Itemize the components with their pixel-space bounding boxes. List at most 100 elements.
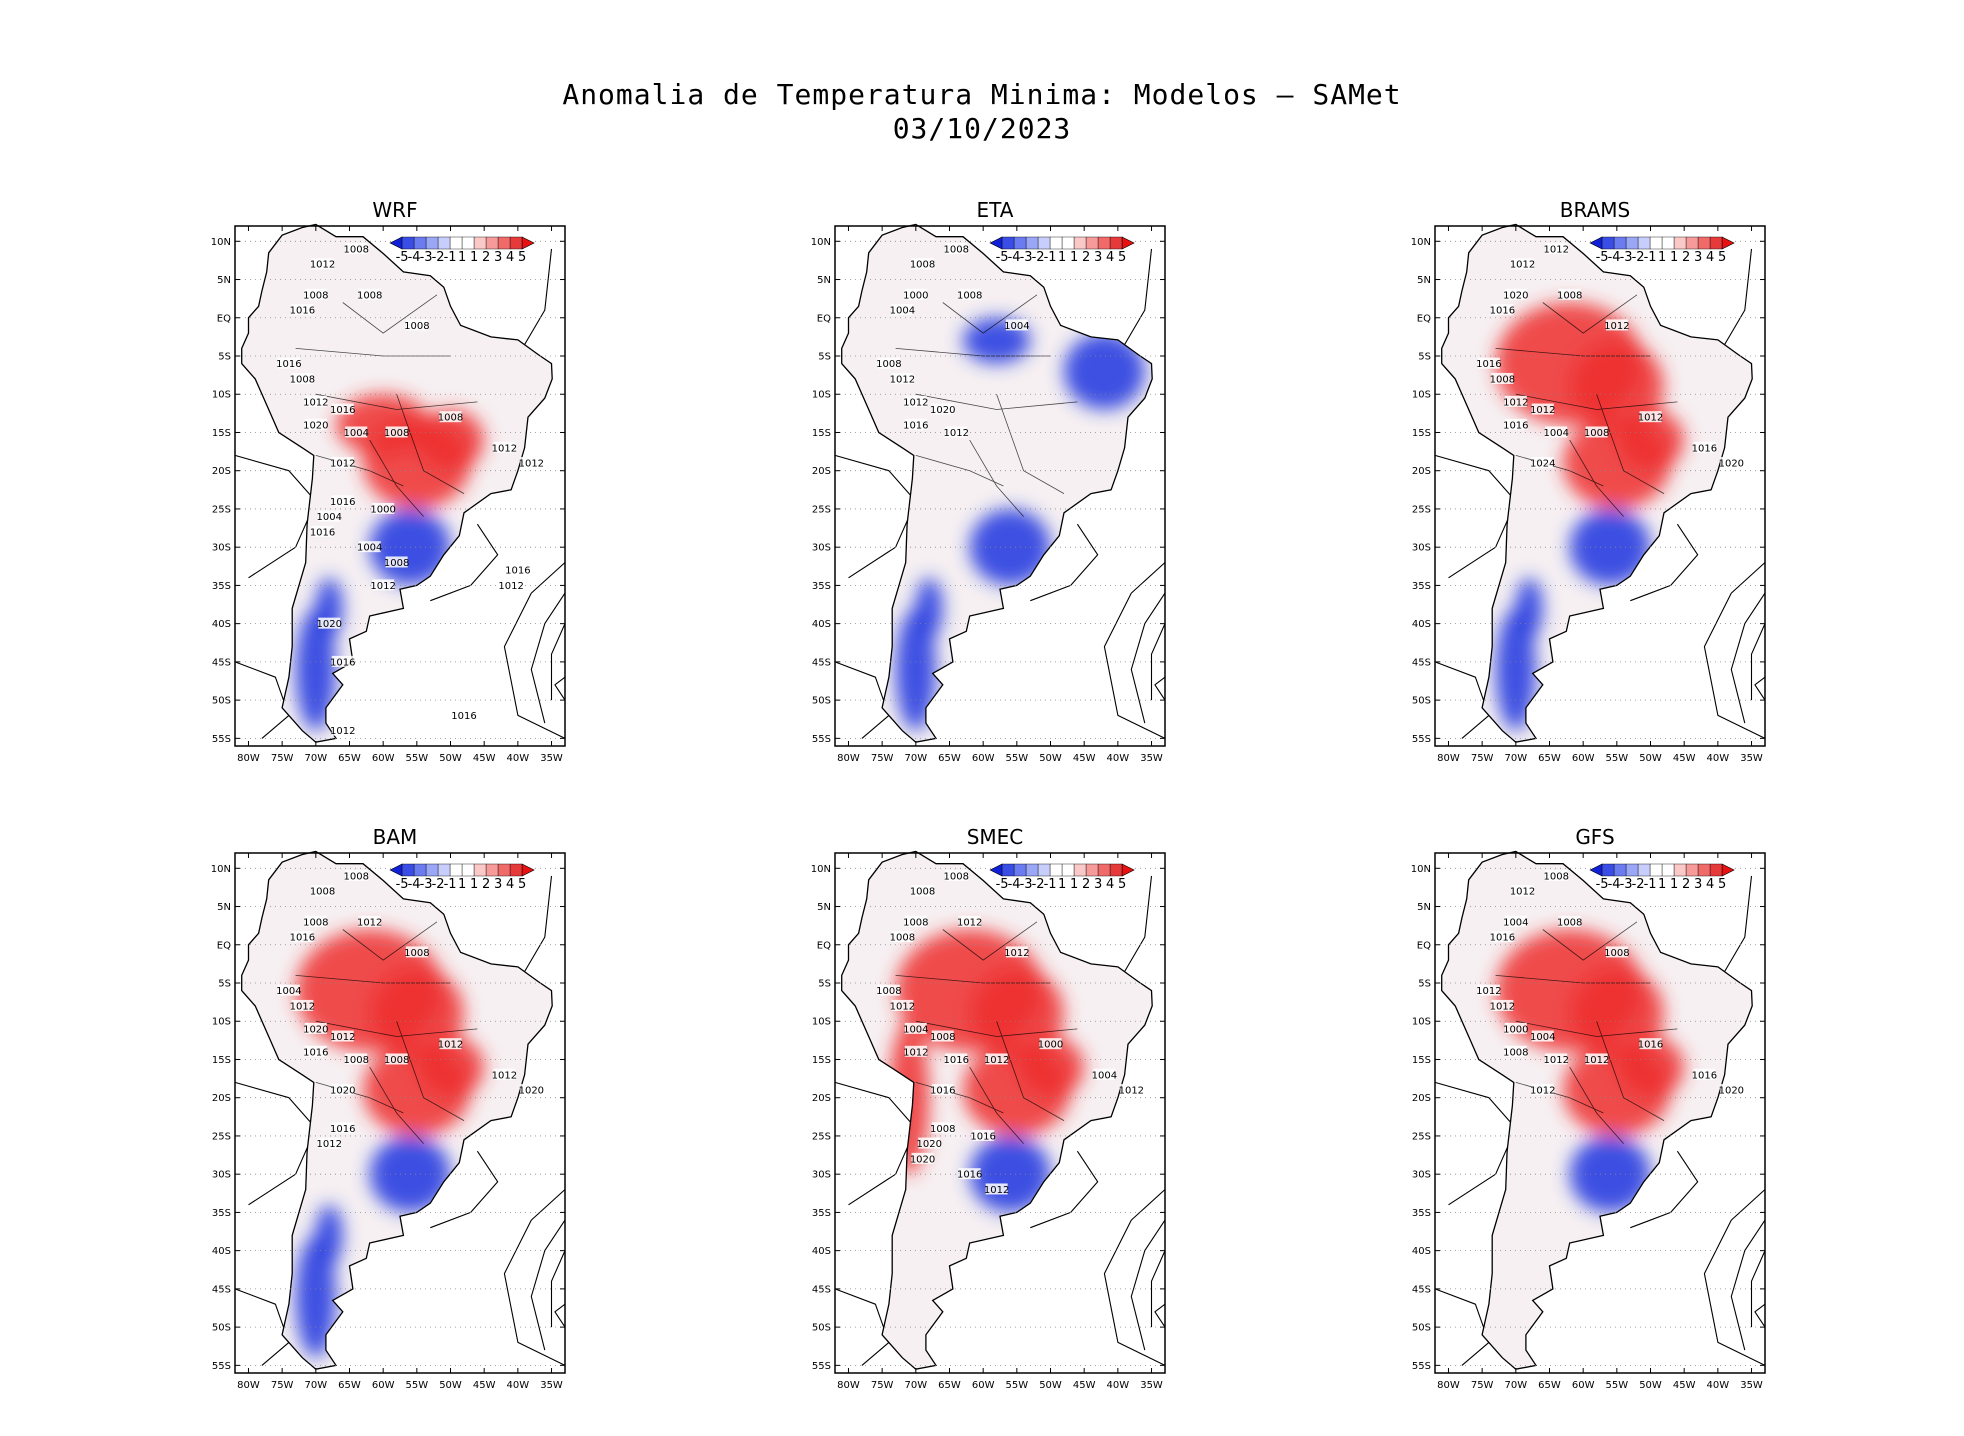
isobar-label: 1012: [1543, 242, 1569, 255]
colorbar-label: -2: [432, 877, 445, 892]
isobar-label: 1008: [943, 869, 969, 882]
isobar-label: 1016: [1503, 418, 1529, 431]
grid: [1435, 240, 1765, 739]
colorbar-label: 1: [1670, 250, 1678, 265]
colorbar-label: 1: [470, 250, 478, 265]
lon-label: 70W: [905, 1380, 928, 1391]
border-line: [942, 294, 1038, 334]
colorbar-label: -1: [1044, 877, 1057, 892]
lat-label: 10S: [212, 390, 231, 401]
colorbar-swatch: [1049, 236, 1063, 250]
isobar-label: 1012: [890, 999, 915, 1012]
isobar-value: 1008: [1557, 290, 1582, 301]
isobar-line: [1630, 1150, 1699, 1229]
panel-bam: BAM 1008 1008 1012 1016 1008 1008 1004 1012 1020…: [185, 825, 605, 1400]
grid: [1435, 867, 1765, 1366]
lat-label: 45S: [812, 1284, 831, 1295]
colorbar-label: 1: [458, 877, 466, 892]
lon-label: 55W: [406, 753, 429, 764]
isobar-label: 1004: [343, 426, 369, 439]
isobar-label: 1012: [1530, 403, 1555, 416]
lat-label: 50S: [812, 696, 831, 707]
isobar-value: 1012: [957, 917, 982, 928]
map-border: [234, 225, 566, 747]
lat-label: 40S: [212, 1246, 231, 1257]
isobar-value: 1012: [1530, 405, 1555, 416]
colorbar-swatch: [461, 863, 475, 877]
map-border: [1434, 225, 1766, 747]
isobar-label: 1008: [384, 1053, 409, 1066]
isobar-line: [517, 248, 553, 357]
lat-label: 45S: [212, 657, 231, 668]
lon-label: 45W: [1073, 1380, 1096, 1391]
border-line: [342, 294, 438, 334]
isobar-line: [1750, 623, 1766, 701]
isobar-value: 1012: [498, 581, 523, 592]
isobar-value: 1012: [1119, 1086, 1144, 1097]
isobar-value: 1020: [330, 1086, 355, 1097]
isobar-line: [550, 1250, 566, 1328]
isobar-line: [1117, 248, 1153, 357]
lat-label: 55S: [1412, 734, 1431, 745]
isobar-value: 1008: [1557, 917, 1582, 928]
lat-label: 10N: [1411, 864, 1431, 875]
panel-wrf: WRF 1008 1012 1008 1016 1008 1008 1016 1008 1012…: [185, 198, 605, 773]
isobar-line: [1130, 592, 1166, 724]
isobar-line: [503, 562, 566, 739]
colorbar-swatch: [437, 236, 451, 250]
isobar-label: 1012: [370, 579, 396, 592]
isobar-label: 1012: [1510, 885, 1535, 898]
border-line: [315, 393, 478, 410]
isobar-value: 1012: [303, 397, 328, 408]
isobar-value: 1016: [310, 527, 335, 538]
colorbar-swatch: [1625, 236, 1639, 250]
coastline: [1441, 223, 1753, 743]
colorbar-label: 5: [1718, 877, 1726, 892]
colorbar-label: 3: [1094, 250, 1102, 265]
isobar-label: 1016: [330, 1122, 355, 1135]
border-line: [295, 975, 451, 984]
coastline: [1441, 850, 1753, 1370]
colorbar-swatch: [1601, 863, 1615, 877]
colorbar-swatch: [497, 863, 511, 877]
isobar-label: 1016: [303, 1045, 329, 1058]
map-smec: 1008100810121008100810121008101210041008…: [811, 850, 1166, 1391]
cold-anomaly: [915, 577, 943, 639]
isobar-label: 1004: [890, 304, 915, 317]
colorbar-label: 1: [470, 877, 478, 892]
panel-title: BAM: [372, 825, 418, 849]
isobar-label: 1000: [370, 502, 396, 515]
lon-label: 60W: [1572, 1380, 1595, 1391]
lon-label: 55W: [1006, 753, 1029, 764]
lon-label: 55W: [1606, 1380, 1629, 1391]
isobar-label: 1012: [330, 457, 355, 470]
isobar-value: 1016: [330, 657, 355, 668]
lat-label: EQ: [217, 313, 231, 324]
lon-label: 80W: [837, 753, 860, 764]
isobar-value: 1004: [1543, 428, 1568, 439]
colorbar-swatch: [1685, 236, 1699, 250]
isobar-label: 1012: [1119, 1084, 1144, 1097]
lat-label: 25S: [812, 504, 831, 515]
colorbar: -5 -4 -3 -2 -1 1 1 2 3 4 5: [389, 863, 535, 892]
lat-label: 40S: [812, 1246, 831, 1257]
colorbar-label: -4: [1608, 877, 1621, 892]
isobar-label: 1012: [330, 1030, 355, 1043]
lat-label: EQ: [1417, 313, 1431, 324]
map-gfs: 1008101210081016100410081012101210001004…: [1411, 850, 1766, 1391]
colorbar: -5 -4 -3 -2 -1 1 1 2 3 4 5: [989, 863, 1135, 892]
lat-label: 20S: [812, 466, 831, 477]
border-line: [1515, 393, 1678, 410]
border-line: [969, 1066, 1024, 1144]
lat-label: 35S: [1412, 581, 1431, 592]
isobar-value: 1012: [438, 1040, 463, 1051]
border-line: [342, 921, 438, 961]
lat-label: EQ: [817, 313, 831, 324]
isobar-value: 1004: [1004, 321, 1029, 332]
lat-label: 45S: [1412, 657, 1431, 668]
colorbar-label: 3: [494, 877, 502, 892]
isobar-label: 1012: [1584, 1053, 1609, 1066]
border-line: [996, 1021, 1065, 1121]
isobar-label: 1016: [1692, 441, 1717, 454]
ocean-isobars: [1434, 248, 1766, 739]
